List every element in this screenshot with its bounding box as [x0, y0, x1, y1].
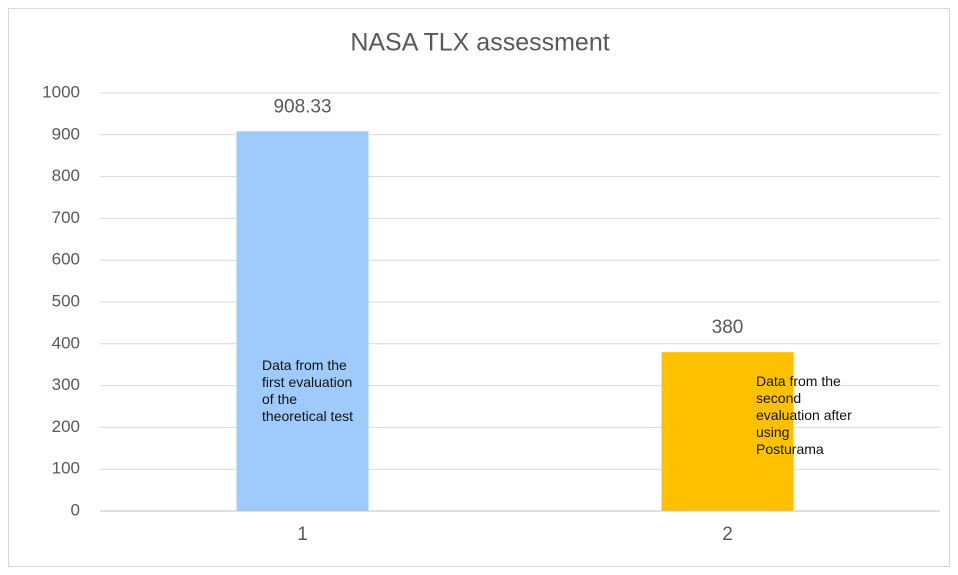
- y-tick-label: 600: [52, 250, 80, 269]
- y-tick-label: 1000: [42, 82, 80, 101]
- y-tick-label: 0: [71, 500, 80, 519]
- y-tick-label: 900: [52, 124, 80, 143]
- chart-border: [8, 8, 950, 567]
- value-label: 380: [712, 317, 744, 338]
- y-tick-label: 700: [52, 208, 80, 227]
- value-label: 908.33: [273, 96, 331, 117]
- bar: [236, 131, 369, 511]
- y-tick-label: 800: [52, 166, 80, 185]
- chart-title: NASA TLX assessment: [350, 29, 609, 57]
- x-tick-label: 1: [297, 524, 308, 545]
- y-tick-label: 400: [52, 333, 80, 352]
- x-tick-label: 2: [722, 524, 733, 545]
- y-tick-label: 100: [52, 459, 80, 478]
- annotation: Data from the second evaluation after us…: [756, 373, 852, 457]
- y-tick-label: 300: [52, 375, 80, 394]
- bar: [661, 352, 794, 511]
- annotation: Data from the first evaluation of the th…: [262, 357, 354, 424]
- y-tick-label: 200: [52, 417, 80, 436]
- y-tick-label: 500: [52, 291, 80, 310]
